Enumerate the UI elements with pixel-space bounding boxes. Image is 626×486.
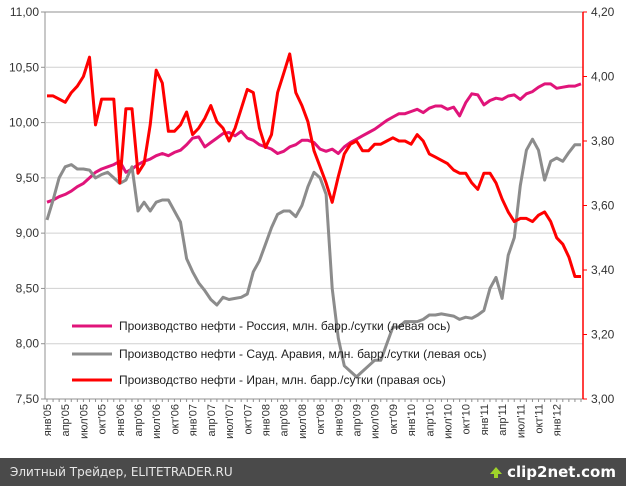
x-tick-label: янв'09: [333, 404, 345, 436]
x-tick-label: апр'10: [424, 404, 436, 437]
left-tick-label: 8,00: [16, 337, 40, 351]
footer-bar: Элитный Трейдер, ELITETRADER.RU clip2net…: [0, 458, 626, 486]
x-tick-label: окт'05: [97, 404, 109, 434]
legend-label-2: Производство нефти - Сауд. Аравия, млн. …: [119, 347, 487, 361]
right-tick-label: 4,20: [591, 5, 615, 19]
right-tick-label: 3,20: [591, 328, 615, 342]
x-tick-label: янв'08: [260, 404, 272, 436]
right-tick-label: 3,00: [591, 392, 615, 406]
x-tick-label: апр'07: [206, 404, 218, 437]
x-tick-label: окт'10: [461, 404, 473, 434]
legend-label-1: Производство нефти - Россия, млн. барр./…: [119, 319, 450, 333]
plot-area: [44, 11, 584, 400]
x-tick-label: апр'05: [60, 404, 72, 437]
series-line-3: [47, 52, 581, 278]
left-tick-label: 10,00: [9, 116, 39, 130]
series-line-2: [45, 137, 581, 379]
x-tick-label: июл'05: [78, 404, 90, 439]
x-tick-label: окт'08: [315, 404, 327, 434]
x-tick-label: окт'11: [534, 404, 546, 434]
left-tick-label: 8,50: [16, 281, 40, 295]
x-tick-label: июл'10: [443, 404, 455, 439]
x-tick-label: июл'07: [224, 404, 236, 439]
x-tick-label: апр'06: [133, 404, 145, 437]
x-tick-label: окт'06: [169, 404, 181, 434]
x-tick-label: июл'11: [515, 404, 527, 438]
x-tick-label: апр'11: [497, 404, 509, 436]
x-tick-label: июл'06: [151, 404, 163, 439]
arrow-icon: [490, 467, 503, 478]
x-tick-label: окт'07: [242, 404, 254, 434]
right-tick-label: 3,40: [591, 263, 615, 277]
left-tick-label: 9,00: [16, 226, 40, 240]
x-tick-label: янв'11: [479, 404, 491, 435]
left-tick-label: 10,50: [9, 60, 39, 74]
x-tick-label: окт'09: [388, 404, 400, 434]
left-tick-label: 9,50: [16, 171, 40, 185]
clip2net-logo: clip2net.com: [489, 461, 616, 483]
x-tick-label: апр'09: [351, 404, 363, 437]
left-tick-label: 7,50: [16, 392, 40, 406]
x-tick-label: янв'05: [42, 404, 54, 436]
x-tick-label: янв'07: [188, 404, 200, 436]
x-tick-label: июл'09: [370, 404, 382, 439]
x-tick-label: янв'06: [115, 404, 127, 436]
footer-source-text: Элитный Трейдер, ELITETRADER.RU: [10, 465, 233, 479]
x-tick-label: апр'08: [279, 404, 291, 437]
left-tick-label: 11,00: [10, 5, 39, 19]
x-tick-label: янв'10: [406, 404, 418, 436]
brand-text: clip2net.com: [507, 463, 616, 481]
right-tick-label: 3,60: [591, 199, 615, 213]
x-tick-label: янв'12: [552, 404, 564, 436]
chart: 7,50 8,00 8,50 9,00 9,50 10,00 10,50 11,00 3,00 3…: [9, 5, 615, 439]
right-tick-label: 4,00: [591, 70, 615, 84]
legend-label-3: Производство нефти - Иран, млн. барр./су…: [119, 373, 446, 387]
x-tick-label: июл'08: [297, 404, 309, 439]
right-tick-label: 3,80: [591, 134, 615, 148]
